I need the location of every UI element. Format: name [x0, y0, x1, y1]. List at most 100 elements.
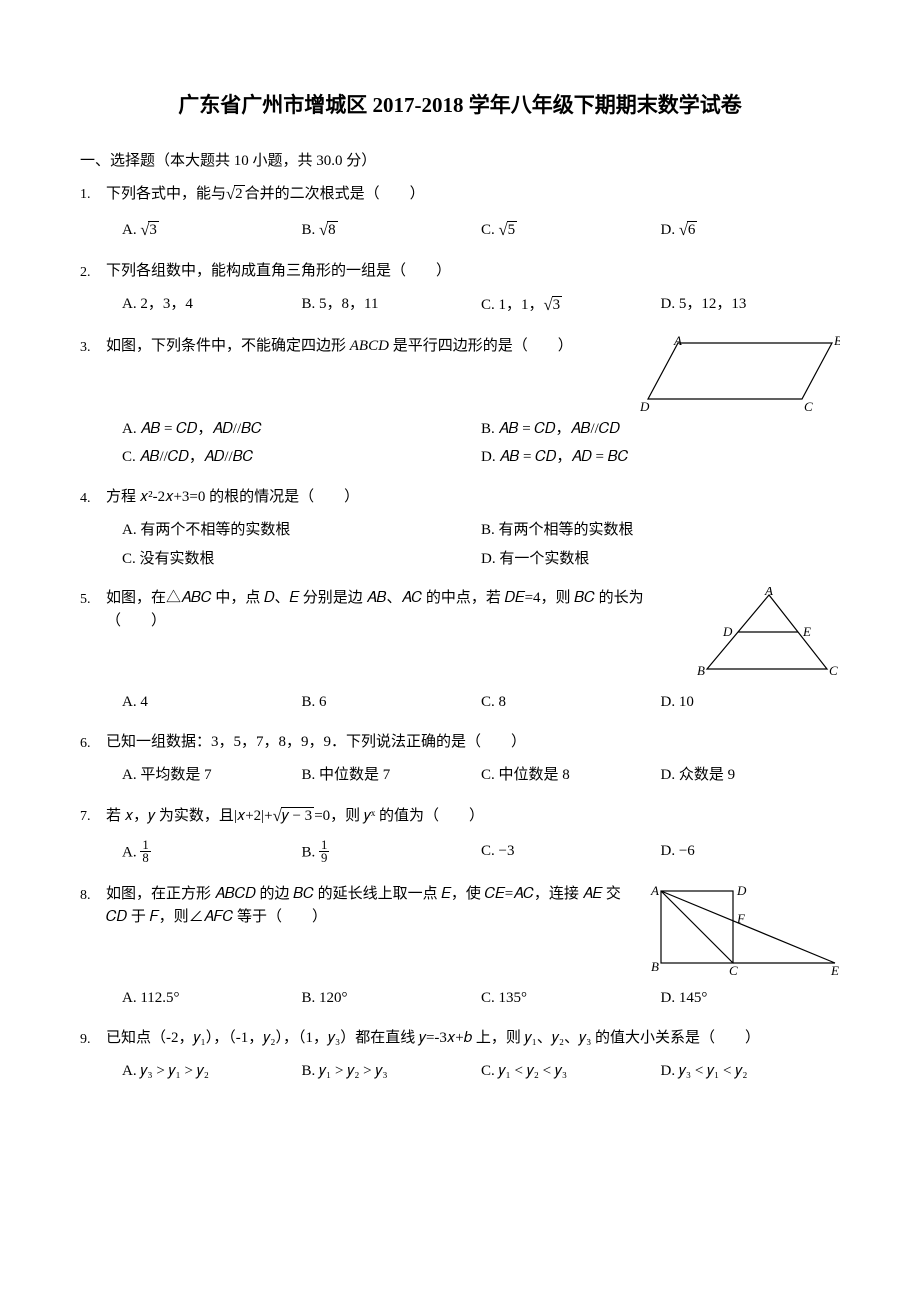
question-number: 9. [80, 1027, 106, 1050]
svg-text:D: D [640, 399, 650, 413]
option-a: A. 𝐴𝐵 = 𝐶𝐷，𝐴𝐷//𝐵𝐶 [122, 415, 481, 444]
square-figure: A B C D E F [645, 883, 840, 978]
svg-text:E: E [802, 624, 811, 639]
option-b: B. 𝐴𝐵 = 𝐶𝐷，𝐴𝐵//𝐶𝐷 [481, 415, 840, 444]
question-1: 1. 下列各式中，能与2合并的二次根式是（ ） A. 3 B. 8 C. 5 D… [80, 182, 840, 250]
question-9: 9. 已知点（-2，𝑦₁），（-1，𝑦₂），（1，𝑦₃）都在直线 𝑦=-3𝑥+𝑏… [80, 1027, 840, 1090]
question-3: 3. 如图，下列条件中，不能确定四边形 ABCD 是平行四边形的是（ ） A B… [80, 335, 840, 476]
option-d: D. 6 [661, 215, 841, 246]
options: A. 𝐴𝐵 = 𝐶𝐷，𝐴𝐷//𝐵𝐶 B. 𝐴𝐵 = 𝐶𝐷，𝐴𝐵//𝐶𝐷 C. 𝐴… [122, 415, 840, 472]
options: A. 平均数是 7 B. 中位数是 7 C. 中位数是 8 D. 众数是 9 [122, 761, 840, 790]
svg-text:C: C [804, 399, 813, 413]
option-b: B. 6 [302, 688, 482, 717]
parallelogram-figure: A B C D [640, 335, 840, 413]
parallelogram-icon: A B C D [640, 335, 840, 413]
stem-text: 是平行四边形的是（ ） [389, 338, 573, 354]
option-c: C. 𝐴𝐵//𝐶𝐷，𝐴𝐷//𝐵𝐶 [122, 443, 481, 472]
option-c: C. 5 [481, 215, 661, 246]
svg-text:A: A [673, 335, 682, 348]
question-2: 2. 下列各组数中，能构成直角三角形的一组是（ ） A. 2，3，4 B. 5，… [80, 260, 840, 325]
question-number: 7. [80, 804, 106, 827]
option-a: A. 3 [122, 215, 302, 246]
option-label: B. [302, 844, 320, 860]
svg-text:B: B [834, 335, 840, 348]
option-a: A. 18 [122, 837, 302, 870]
option-label: A. [122, 844, 140, 860]
option-c: C. 𝑦₁ < 𝑦₂ < 𝑦₃ [481, 1057, 661, 1086]
option-d: D. 5，12，13 [661, 290, 841, 321]
question-number: 6. [80, 731, 106, 754]
option-label: A. [122, 222, 140, 238]
page-title: 广东省广州市增城区 2017-2018 学年八年级下期期末数学试卷 [80, 90, 840, 122]
question-stem: 如图，下列条件中，不能确定四边形 ABCD 是平行四边形的是（ ） [106, 335, 640, 358]
option-label: C. [481, 222, 499, 238]
question-number: 2. [80, 260, 106, 283]
section-header: 一、选择题（本大题共 10 小题，共 30.0 分） [80, 150, 840, 173]
option-d: D. −6 [661, 837, 841, 870]
sqrt-icon: 3 [544, 293, 563, 318]
svg-text:B: B [697, 663, 705, 678]
option-a: A. 112.5° [122, 984, 302, 1013]
options: A. 𝑦₃ > 𝑦₁ > 𝑦₂ B. 𝑦₁ > 𝑦₂ > 𝑦₃ C. 𝑦₁ < … [122, 1057, 840, 1086]
triangle-icon: A B C D E [695, 587, 840, 682]
question-4: 4. 方程 𝑥²-2𝑥+3=0 的根的情况是（ ） A. 有两个不相等的实数根 … [80, 486, 840, 578]
option-c: C. 1，1，3 [481, 290, 661, 321]
sqrt-icon: 2 [226, 182, 245, 207]
option-c: C. 中位数是 8 [481, 761, 661, 790]
fraction-icon: 19 [319, 839, 329, 866]
question-stem: 下列各组数中，能构成直角三角形的一组是（ ） [106, 260, 840, 283]
option-d: D. 有一个实数根 [481, 545, 840, 574]
options: A. 4 B. 6 C. 8 D. 10 [122, 688, 840, 717]
svg-text:E: E [830, 963, 839, 978]
options: A. 有两个不相等的实数根 B. 有两个相等的实数根 C. 没有实数根 D. 有… [122, 516, 840, 573]
option-label: C. 1，1， [481, 297, 544, 313]
option-d: D. 10 [661, 688, 841, 717]
sqrt-icon: 3 [140, 218, 159, 243]
question-5: 5. 如图，在△𝐴𝐵𝐶 中，点 𝐷、𝐸 分别是边 𝐴𝐵、𝐴𝐶 的中点，若 𝐷𝐸=… [80, 587, 840, 721]
svg-text:A: A [764, 587, 773, 598]
triangle-figure: A B C D E [695, 587, 840, 682]
option-a: A. 𝑦₃ > 𝑦₁ > 𝑦₂ [122, 1057, 302, 1086]
question-stem: 如图，在△𝐴𝐵𝐶 中，点 𝐷、𝐸 分别是边 𝐴𝐵、𝐴𝐶 的中点，若 𝐷𝐸=4，则… [106, 587, 695, 632]
question-number: 3. [80, 335, 106, 358]
option-b: B. 中位数是 7 [302, 761, 482, 790]
option-d: D. 𝐴𝐵 = 𝐶𝐷，𝐴𝐷 = 𝐵𝐶 [481, 443, 840, 472]
question-8: 8. 如图，在正方形 𝐴𝐵𝐶𝐷 的边 𝐵𝐶 的延长线上取一点 𝐸，使 𝐶𝐸=𝐴𝐶… [80, 883, 840, 1017]
question-number: 5. [80, 587, 106, 610]
option-c: C. −3 [481, 837, 661, 870]
question-stem: 如图，在正方形 𝐴𝐵𝐶𝐷 的边 𝐵𝐶 的延长线上取一点 𝐸，使 𝐶𝐸=𝐴𝐶，连接… [106, 883, 645, 928]
sqrt-icon: 5 [499, 218, 518, 243]
svg-text:D: D [722, 624, 733, 639]
option-b: B. 𝑦₁ > 𝑦₂ > 𝑦₃ [302, 1057, 482, 1086]
svg-text:C: C [729, 963, 738, 978]
options: A. 18 B. 19 C. −3 D. −6 [122, 837, 840, 870]
sqrt-icon: 6 [679, 218, 698, 243]
option-a: A. 2，3，4 [122, 290, 302, 321]
option-a: A. 4 [122, 688, 302, 717]
option-b: B. 19 [302, 837, 482, 870]
option-b: B. 8 [302, 215, 482, 246]
question-number: 1. [80, 182, 106, 205]
options: A. 2，3，4 B. 5，8，11 C. 1，1，3 D. 5，12，13 [122, 290, 840, 321]
stem-text: ABCD [350, 338, 389, 354]
question-7: 7. 若 𝑥，𝑦 为实数，且|𝑥+2|+𝑦 − 3=0，则 𝑦ˣ 的值为（ ） … [80, 804, 840, 873]
svg-text:B: B [651, 959, 659, 974]
stem-text: 若 𝑥，𝑦 为实数，且|𝑥+2|+ [106, 808, 273, 824]
square-extension-icon: A B C D E F [645, 883, 840, 978]
option-b: B. 120° [302, 984, 482, 1013]
option-d: D. 𝑦₃ < 𝑦₁ < 𝑦₂ [661, 1057, 841, 1086]
question-6: 6. 已知一组数据：3，5，7，8，9，9．下列说法正确的是（ ） A. 平均数… [80, 731, 840, 794]
svg-text:A: A [650, 883, 659, 898]
question-stem: 若 𝑥，𝑦 为实数，且|𝑥+2|+𝑦 − 3=0，则 𝑦ˣ 的值为（ ） [106, 804, 840, 829]
svg-text:C: C [829, 663, 838, 678]
options: A. 112.5° B. 120° C. 135° D. 145° [122, 984, 840, 1013]
sqrt-icon: 8 [319, 218, 338, 243]
question-stem: 已知一组数据：3，5，7，8，9，9．下列说法正确的是（ ） [106, 731, 840, 754]
option-b: B. 5，8，11 [302, 290, 482, 321]
option-c: C. 没有实数根 [122, 545, 481, 574]
option-label: D. [661, 222, 679, 238]
stem-text: 下列各式中，能与 [106, 186, 226, 202]
question-stem: 方程 𝑥²-2𝑥+3=0 的根的情况是（ ） [106, 486, 840, 509]
stem-text: 合并的二次根式是（ ） [245, 186, 425, 202]
sqrt-icon: 𝑦 − 3 [273, 804, 315, 829]
